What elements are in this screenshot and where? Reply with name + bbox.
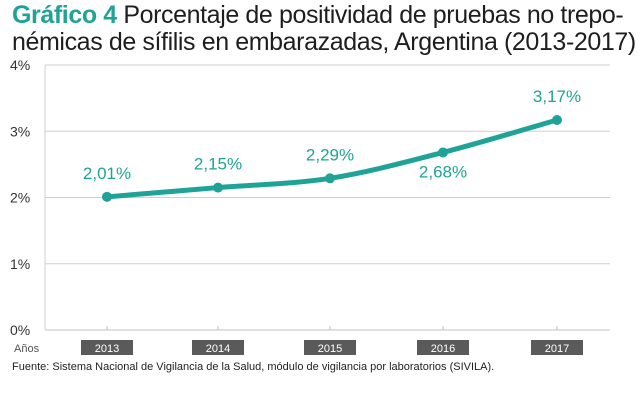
x-tick-2017: 2017 [531, 340, 583, 355]
grid-lines [44, 64, 610, 331]
title-prefix: Gráfico 4 [12, 1, 117, 29]
year-box [192, 340, 244, 355]
title-text-1: Porcentaje de positividad de pruebas no … [116, 1, 624, 29]
y-tick-label: 1% [10, 256, 30, 272]
data-point-2015 [325, 173, 335, 184]
data-label-2017: 3,17% [533, 87, 581, 106]
y-tick-label: 0% [10, 322, 30, 338]
data-label-2013: 2,01% [83, 164, 131, 183]
x-tick-label: 2015 [318, 343, 342, 355]
x-axis-ticks: Años 2013 2014 2015 2016 2017 [14, 340, 583, 355]
data-label-2014: 2,15% [194, 155, 242, 174]
y-tick-label: 4% [10, 57, 30, 73]
x-axis-label: Años [14, 343, 40, 355]
data-point-2017 [552, 114, 562, 125]
y-tick-label: 2% [10, 190, 30, 206]
x-tick-label: 2017 [545, 343, 569, 355]
x-tick-2015: 2015 [304, 340, 356, 355]
x-tick-2013: 2013 [81, 340, 133, 355]
data-point-2013 [102, 191, 112, 202]
title-line-2: némicas de sífilis en embarazadas, Argen… [12, 28, 636, 56]
series-line [102, 114, 562, 202]
x-tick-2016: 2016 [417, 340, 469, 355]
title-line-1: Gráfico 4 Porcentaje de positividad de p… [12, 2, 632, 29]
data-labels: 2,01% 2,15% 2,29% 2,68% 3,17% [83, 87, 581, 183]
x-tick-label: 2013 [95, 343, 119, 355]
y-axis-ticks: 0% 1% 2% 3% 4% [10, 57, 30, 338]
data-point-2014 [213, 182, 223, 193]
year-box [81, 340, 133, 355]
chart-title: Gráfico 4 Porcentaje de positividad de p… [12, 2, 636, 56]
source-note: Fuente: Sistema Nacional de Vigilancia d… [12, 361, 495, 373]
x-tick-label: 2014 [206, 343, 230, 355]
x-tick-2014: 2014 [192, 340, 244, 355]
x-tick-label: 2016 [431, 343, 455, 355]
year-box [417, 340, 469, 355]
data-label-2015: 2,29% [306, 145, 354, 164]
year-box [531, 340, 583, 355]
data-point-2016 [438, 147, 448, 158]
year-box [304, 340, 356, 355]
y-tick-label: 3% [10, 123, 30, 139]
data-label-2016: 2,68% [419, 162, 467, 181]
